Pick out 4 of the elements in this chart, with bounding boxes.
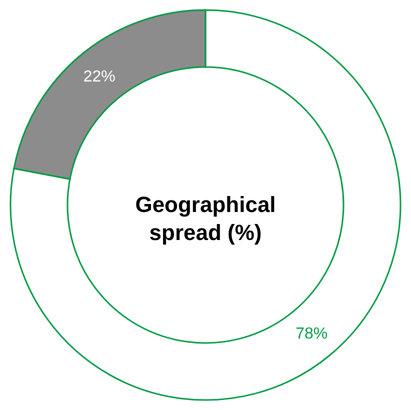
data-label: 22%	[83, 68, 116, 86]
data-label: 78%	[296, 325, 328, 342]
text: Geographical spread (%)	[135, 192, 276, 245]
donut-slice	[10, 9, 402, 401]
